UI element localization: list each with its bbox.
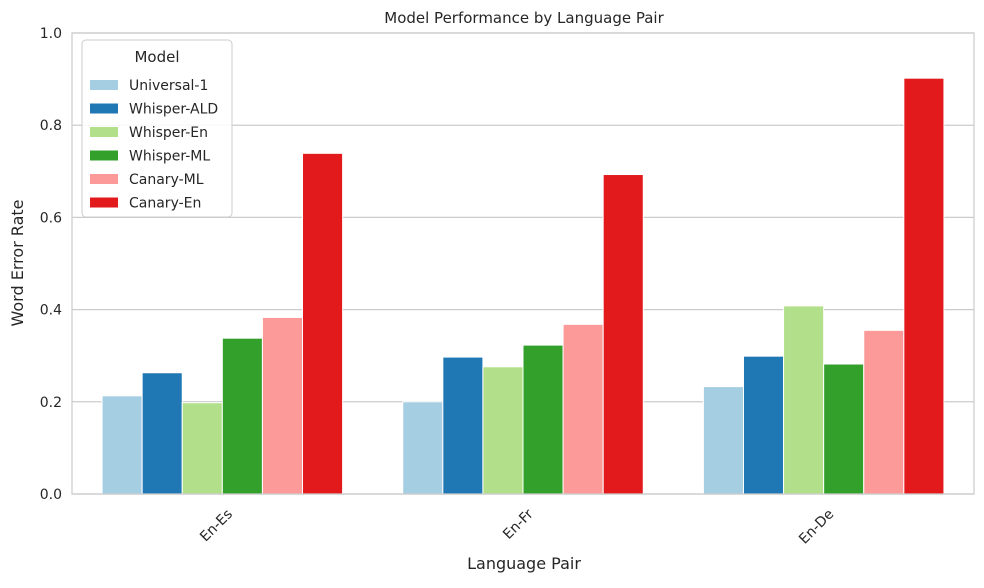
legend-swatch [90,174,118,184]
y-tick-label: 0.4 [40,303,62,319]
bar-whisper-en-en-fr [482,366,524,495]
legend: Model Universal-1 Whisper-ALD Whisper-En Whi… [81,39,233,218]
legend-swatch [90,127,118,137]
x-tick-label: En-Es [197,506,236,545]
bars-layer [101,77,945,495]
bar-canary-ml-en-es [261,316,304,495]
bar-whisper-ml-en-es [221,337,263,495]
bar-canary-en-en-fr [602,174,644,495]
y-tick-label: 0.6 [40,210,62,226]
x-tick-label: En-De [796,506,837,547]
x-ticks: En-Es En-Fr En-De [197,506,837,547]
legend-title: Model [134,48,179,66]
y-tick-label: 0.2 [40,395,62,411]
y-tick-label: 0.8 [40,118,62,134]
legend-label: Whisper-ALD [129,102,218,118]
bar-universal-1-en-es [101,395,143,495]
x-axis-label: Language Pair [467,554,581,573]
bar-whisper-ml-en-fr [522,344,564,495]
legend-label: Universal-1 [129,78,208,94]
y-ticks: 0.0 0.2 0.4 0.6 0.8 1.0 [40,26,62,503]
y-tick-label: 1.0 [40,26,62,42]
legend-swatch [90,150,118,161]
legend-swatch [90,103,118,114]
y-tick-label: 0.0 [40,487,62,503]
legend-label: Canary-ML [129,172,204,188]
bar-whisper-en-en-es [181,402,223,495]
legend-swatch [90,197,118,208]
legend-box [81,39,233,218]
bar-canary-ml-en-fr [562,323,604,495]
bar-whisper-en-en-de [783,305,825,495]
y-axis-label: Word Error Rate [8,200,27,327]
chart-title: Model Performance by Language Pair [384,9,664,27]
bar-whisper-ald-en-fr [442,356,484,495]
legend-label: Whisper-ML [129,149,210,165]
bar-canary-en-en-de [903,77,945,495]
bar-canary-ml-en-de [863,329,905,495]
legend-label: Whisper-En [129,125,208,141]
x-tick-label: En-Fr [500,506,537,543]
bar-whisper-ml-en-de [823,363,865,495]
bar-whisper-ald-en-de [742,355,785,495]
bar-canary-en-en-es [302,152,344,495]
bar-universal-1-en-de [702,386,744,495]
plot-frame [71,32,975,495]
legend-label: Canary-En [129,196,201,212]
bar-whisper-ald-en-es [141,372,183,495]
bar-universal-1-en-fr [402,401,444,495]
legend-swatch [90,80,118,90]
